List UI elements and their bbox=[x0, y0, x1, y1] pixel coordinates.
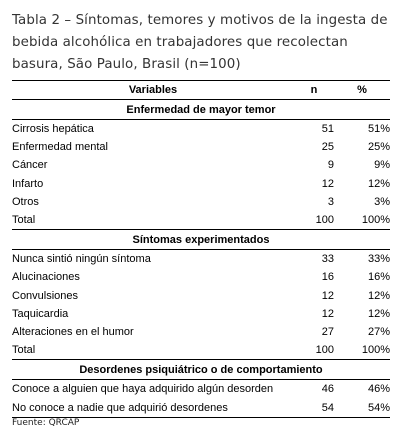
section-rule bbox=[12, 249, 390, 251]
bottom-rule bbox=[12, 416, 390, 418]
table-row: Otros 3 3% bbox=[12, 193, 390, 211]
table-caption: Tabla 2 – Síntomas, temores y motivos de… bbox=[12, 13, 388, 72]
row-label: Cáncer bbox=[12, 159, 48, 172]
row-pct: 54% bbox=[367, 401, 390, 414]
row-n: 12 bbox=[321, 307, 334, 320]
row-pct: 46% bbox=[367, 383, 390, 396]
top-rule bbox=[12, 80, 390, 81]
header-rule bbox=[12, 99, 390, 100]
row-label: Taquicardia bbox=[12, 307, 69, 320]
table-row: Cáncer 9 9% bbox=[12, 156, 390, 174]
row-n: 27 bbox=[321, 325, 334, 338]
table-header: Variables n % bbox=[12, 81, 390, 99]
table-row: Enfermedad mental 25 25% bbox=[12, 138, 390, 156]
table-row: Alucinaciones 16 16% bbox=[12, 268, 390, 286]
table-row: Infarto 12 12% bbox=[12, 175, 390, 193]
row-n: 100 bbox=[315, 344, 334, 357]
section-title: Síntomas experimentados bbox=[132, 233, 270, 246]
row-label: Alteraciones en el humor bbox=[12, 325, 134, 338]
table-row: Total 100 100% bbox=[12, 211, 390, 229]
section-rule bbox=[12, 359, 390, 361]
row-pct: 33% bbox=[367, 253, 390, 266]
table-row: No conoce a nadie que adquirió desordene… bbox=[12, 398, 390, 416]
row-pct: 25% bbox=[367, 141, 390, 154]
row-pct: 100% bbox=[361, 214, 390, 227]
row-pct: 12% bbox=[367, 307, 390, 320]
row-n: 100 bbox=[315, 214, 334, 227]
table-row: Convulsiones 12 12% bbox=[12, 287, 390, 305]
row-label: Cirrosis hepática bbox=[12, 123, 94, 136]
data-table: Variables n % Enfermedad de mayor temor … bbox=[12, 80, 390, 418]
section-rule bbox=[12, 119, 390, 120]
row-label: Total bbox=[12, 344, 36, 357]
row-pct: 3% bbox=[374, 195, 390, 208]
row-n: 54 bbox=[321, 401, 334, 414]
section-title: Enfermedad de mayor temor bbox=[126, 103, 276, 116]
section-rule bbox=[12, 229, 390, 231]
row-label: Otros bbox=[12, 195, 39, 208]
header-variables: Variables bbox=[128, 84, 178, 96]
header-n: n bbox=[310, 84, 318, 96]
row-pct: 9% bbox=[374, 159, 390, 172]
row-n: 51 bbox=[321, 123, 334, 136]
row-label: Total bbox=[12, 214, 36, 227]
row-n: 12 bbox=[321, 289, 334, 302]
header-pct: % bbox=[357, 84, 367, 96]
table-row: Conoce a alguien que haya adquirido algú… bbox=[12, 380, 390, 398]
row-pct: 27% bbox=[367, 325, 390, 338]
row-label: Infarto bbox=[12, 177, 44, 190]
row-label: Conoce a alguien que haya adquirido algú… bbox=[12, 383, 274, 396]
row-label: Convulsiones bbox=[12, 289, 79, 302]
row-pct: 16% bbox=[367, 271, 390, 284]
row-label: No conoce a nadie que adquirió desordene… bbox=[12, 401, 228, 414]
section-title: Desordenes psiquiátrico o de comportamie… bbox=[79, 363, 323, 376]
table-row: Nunca sintió ningún síntoma 33 33% bbox=[12, 250, 390, 268]
table-row: Cirrosis hepática 51 51% bbox=[12, 120, 390, 138]
row-label: Nunca sintió ningún síntoma bbox=[12, 253, 151, 266]
row-label: Enfermedad mental bbox=[12, 141, 108, 154]
row-pct: 100% bbox=[361, 344, 390, 357]
row-n: 33 bbox=[321, 253, 334, 266]
row-label: Alucinaciones bbox=[12, 271, 80, 284]
table-source: Fuente: QRCAP bbox=[12, 418, 80, 428]
table-row: Taquicardia 12 12% bbox=[12, 305, 390, 323]
row-n: 46 bbox=[321, 383, 334, 396]
row-n: 12 bbox=[321, 177, 334, 190]
row-n: 3 bbox=[327, 195, 334, 208]
table-row: Alteraciones en el humor 27 27% bbox=[12, 323, 390, 341]
section-rule bbox=[12, 379, 390, 381]
row-n: 9 bbox=[327, 159, 334, 172]
table-row: Total 100 100% bbox=[12, 341, 390, 359]
row-n: 16 bbox=[321, 271, 334, 284]
row-pct: 12% bbox=[367, 289, 390, 302]
row-pct: 12% bbox=[367, 177, 390, 190]
row-n: 25 bbox=[321, 141, 334, 154]
row-pct: 51% bbox=[367, 123, 390, 136]
